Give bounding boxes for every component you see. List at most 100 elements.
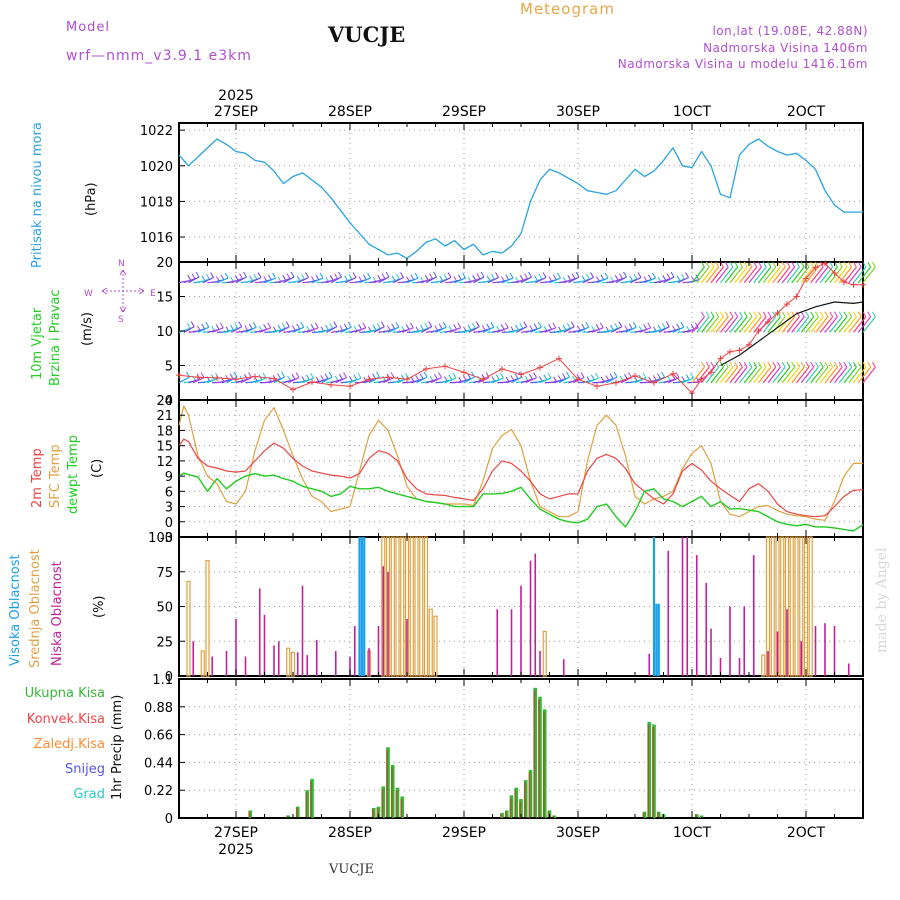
wind-barb-flag — [758, 361, 762, 368]
precip-label-snow: Snijeg — [65, 762, 105, 777]
wind-barb — [663, 276, 675, 284]
wind-barb — [554, 378, 566, 384]
wind-barb — [459, 378, 471, 384]
wind-barb-flag — [694, 322, 699, 328]
wind-barb-flag — [295, 372, 300, 378]
wind-barb-flag — [734, 361, 739, 368]
y-tick-label: 0.66 — [144, 729, 173, 744]
wind-speed-point — [765, 319, 771, 326]
cloud-low-bar — [306, 655, 309, 676]
wind-barb-flag — [666, 273, 671, 279]
wind-barb-flag — [357, 372, 362, 379]
wind-barb — [829, 316, 843, 333]
cloud-low-bar — [510, 609, 513, 676]
wind-barb-flag — [296, 323, 301, 330]
wind-barb-flag — [724, 311, 729, 317]
wind-barb-flag — [476, 273, 481, 279]
wind-barb-flag — [515, 324, 519, 331]
wind-barb — [834, 316, 848, 333]
wind-barb — [240, 376, 252, 384]
cloud-low-bar — [192, 641, 195, 676]
cloud-high-bar — [655, 603, 658, 676]
wind-barb-flag — [548, 324, 553, 330]
wind-barb — [800, 266, 815, 284]
precip-conv-bar — [699, 816, 702, 818]
wind-barb — [786, 266, 800, 284]
wind-barb — [611, 278, 623, 284]
wind-barb — [340, 326, 352, 333]
wind-barb-flag — [272, 272, 276, 279]
wind-barb-flag — [244, 373, 248, 380]
wind-barb — [743, 366, 758, 384]
wind-barb-flag — [438, 323, 443, 330]
wind-barb-flag — [186, 323, 191, 329]
cloud-low-bar — [387, 571, 389, 676]
wind-speed-point — [214, 374, 220, 381]
wind-barb — [715, 266, 729, 284]
wind-barb-flag — [748, 361, 753, 368]
wind-barb-flag — [729, 311, 734, 317]
wind-barb — [354, 327, 367, 333]
wind-barb-flag — [500, 324, 505, 330]
wind-speed-point — [423, 365, 429, 372]
wind-barb-flag — [191, 273, 196, 279]
wind-barb-flag — [409, 322, 414, 328]
wind-barb — [534, 276, 547, 284]
wind-barb — [444, 377, 457, 384]
wind-barb — [729, 366, 743, 384]
wind-barb-flag — [623, 271, 627, 278]
wind-barb-flag — [652, 272, 656, 279]
cloud-low-bar — [814, 625, 817, 676]
wind-barb-flag — [819, 311, 824, 317]
wind-barb — [824, 316, 838, 333]
wind-barb — [677, 276, 689, 284]
wind-barb-flag — [567, 275, 572, 281]
wind-barb — [382, 376, 395, 384]
wind-barb-flag — [233, 371, 238, 378]
wind-barb — [853, 316, 867, 333]
wind-barb — [468, 278, 481, 284]
wind-barb-flag — [843, 311, 848, 317]
y-tick-label: 9 — [165, 470, 173, 485]
wind-barb-flag — [557, 375, 562, 381]
x-tick-label-top: 27SEP — [214, 104, 258, 120]
wind-barb — [758, 366, 772, 384]
wind-speed-point — [404, 376, 410, 383]
wind-barb-flag — [310, 372, 314, 379]
wind-barb-flag — [701, 311, 705, 317]
wind-barb-flag — [552, 274, 557, 280]
wind-barb-flag — [443, 273, 448, 280]
wind-barb — [212, 327, 224, 333]
wind-gust-line — [720, 301, 864, 367]
wind-barb — [558, 376, 570, 384]
cloud-low-bar — [315, 639, 318, 676]
wind-barb-flag — [424, 275, 429, 281]
wind-barb-flag — [395, 321, 400, 328]
wind-barb — [682, 377, 694, 384]
wind-barb-flag — [533, 372, 537, 378]
wind-speed-point — [518, 371, 524, 378]
wind-barb — [563, 278, 576, 284]
wind-barb-flag — [538, 273, 543, 280]
wind-barb-flag — [471, 323, 476, 329]
cloud-low-bar — [705, 582, 708, 676]
wind-barb — [477, 376, 490, 384]
wind-barb-flag — [843, 261, 848, 268]
cloud-mid-bar — [395, 536, 400, 677]
cloud-low-bar — [833, 625, 836, 676]
wind-barb — [781, 266, 796, 284]
wind-barb-flag — [505, 274, 510, 280]
cloud-low-bar — [824, 623, 826, 676]
wind-barb — [729, 266, 743, 284]
wind-barb-flag — [219, 322, 224, 328]
wind-barb — [359, 277, 371, 284]
x-tick-label-bottom: 1OCT — [673, 825, 712, 841]
wind-barb — [767, 366, 781, 384]
precip-label-conv: Konvek.Kisa — [26, 712, 105, 727]
wind-barb — [606, 376, 618, 384]
wind-barb-flag — [762, 361, 767, 368]
wind-barb — [743, 316, 758, 333]
x-tick-label-bottom: 30SEP — [556, 825, 600, 841]
wind-barb-flag — [600, 274, 605, 280]
wind-barb — [672, 326, 685, 333]
